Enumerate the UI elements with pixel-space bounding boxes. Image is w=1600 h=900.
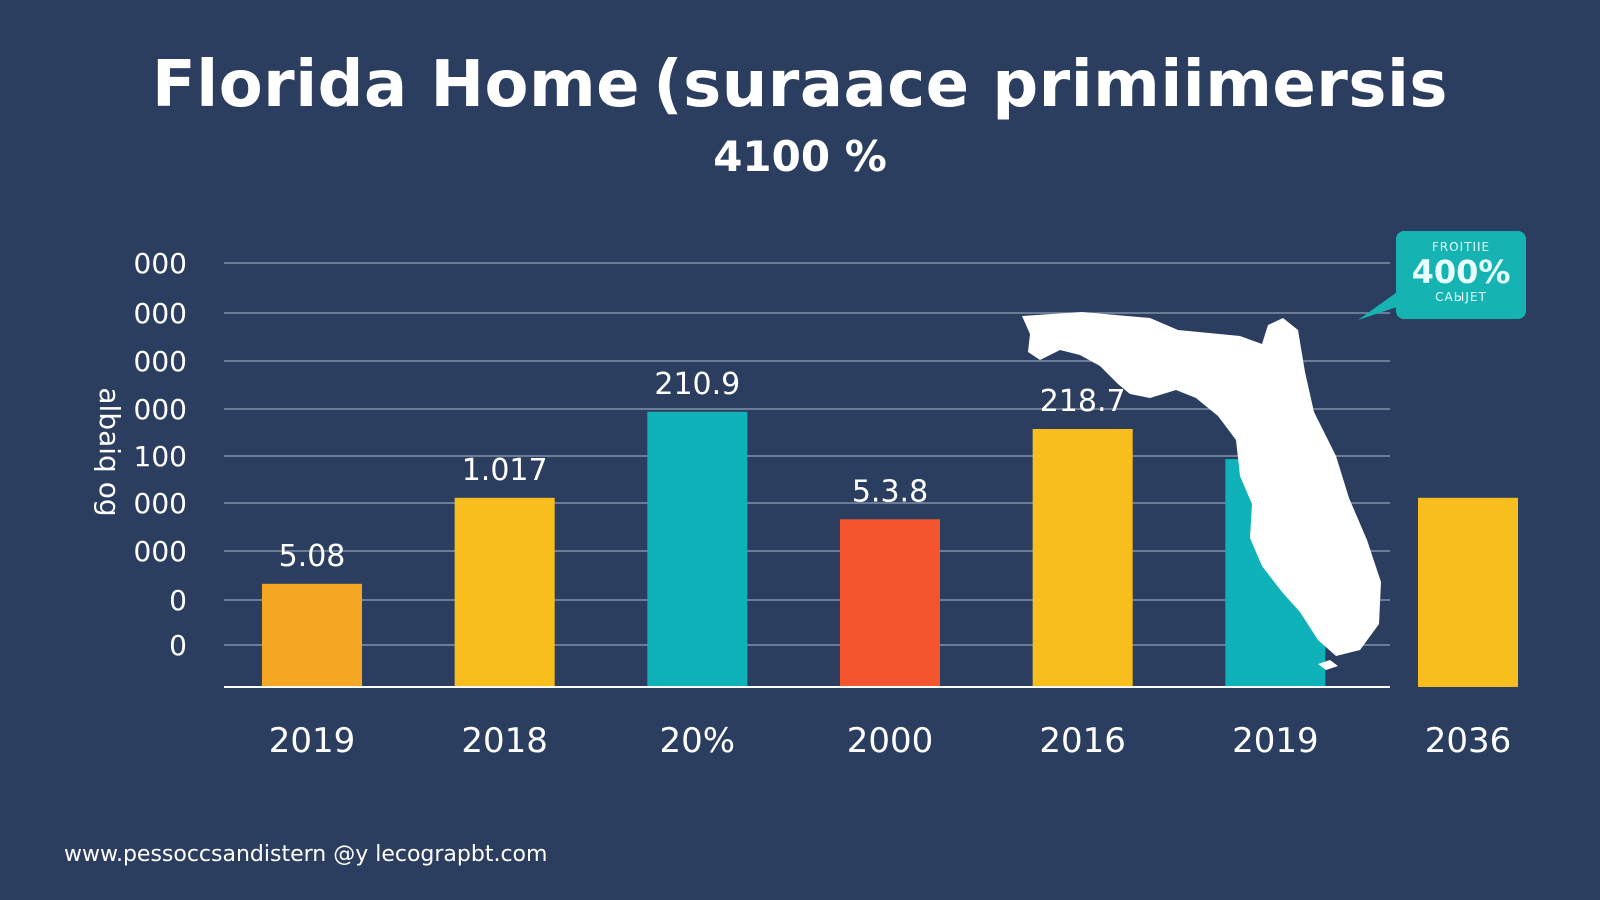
callout-top-text: FROITIIE	[1431, 240, 1491, 254]
callout-pointer	[1358, 290, 1400, 320]
y-tick-label: 0	[169, 584, 187, 617]
callout-badge: FROITIIE 400% CAЫJET	[1396, 231, 1526, 319]
y-tick-label: 000	[134, 535, 187, 568]
x-tick-label: 20%	[660, 721, 736, 761]
x-tick-label: 2000	[847, 721, 934, 761]
callout-bottom-text: CAЫJET	[1435, 290, 1487, 304]
x-tick-label: 2036	[1425, 721, 1512, 761]
y-tick-label: 000	[134, 247, 187, 280]
y-tick-label: 000	[134, 297, 187, 330]
callout-value: 400%	[1411, 253, 1511, 291]
y-tick-label: 000	[134, 487, 187, 520]
data-label: 1.017	[462, 453, 548, 488]
x-tick-label: 2016	[1039, 721, 1126, 761]
bars	[262, 411, 1518, 687]
bar	[454, 497, 555, 687]
y-tick-label: 100	[134, 440, 187, 473]
x-tick-label: 2019	[1232, 721, 1319, 761]
bar	[840, 519, 940, 687]
data-label: 210.9	[654, 367, 740, 402]
footer-url: www.pessoccsandistern @y lecograpbt.com	[64, 842, 548, 867]
florida-map-icon	[1022, 312, 1381, 670]
data-label: 218.7	[1040, 384, 1126, 419]
bar	[647, 411, 748, 687]
bar	[262, 583, 362, 687]
bar	[1032, 429, 1133, 687]
x-tick-label: 2018	[461, 721, 548, 761]
y-axis-label: albaiq og	[93, 387, 126, 516]
chart-title: Florida Home (surаace primiimersis	[152, 48, 1448, 122]
y-tick-label: 0	[169, 629, 187, 662]
data-label: 1285	[1237, 414, 1313, 449]
y-tick-label: 000	[134, 345, 187, 378]
gridlines	[224, 262, 1390, 646]
data-labels: 5.08 1.017 210.9 5.3.8 218.7 1285	[279, 367, 1314, 574]
x-axis-tick-labels: 2019 2018 20% 2000 2016 2019 2036	[269, 721, 1512, 761]
y-tick-label: 000	[134, 393, 187, 426]
data-label: 5.08	[279, 539, 346, 574]
data-label: 5.3.8	[852, 474, 928, 509]
bar	[1418, 497, 1518, 687]
x-tick-label: 2019	[269, 721, 356, 761]
chart-subtitle: 4100 %	[713, 132, 887, 181]
